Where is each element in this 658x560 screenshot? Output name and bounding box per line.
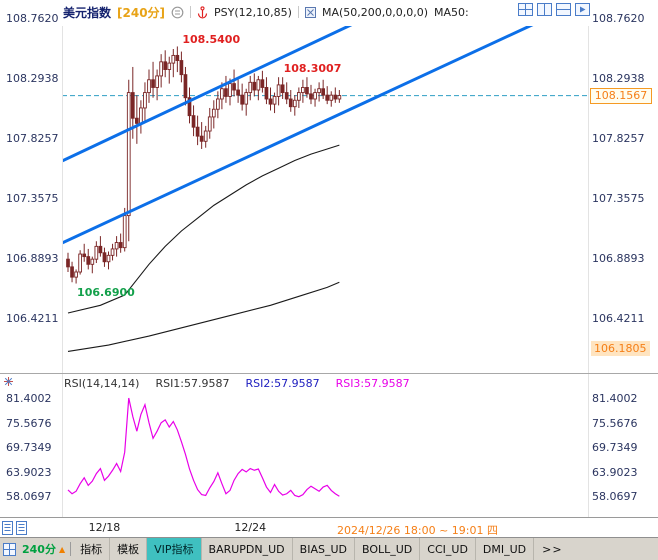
next-layout-icon[interactable] xyxy=(575,3,590,16)
rsi-axis-label: 81.4002 xyxy=(592,392,638,405)
panel-divider xyxy=(0,373,658,374)
grid-menu-icon[interactable] xyxy=(3,542,16,556)
rsi2-value: RSI2:57.9587 xyxy=(245,377,320,390)
symbol-name: 美元指数 xyxy=(63,5,112,20)
price-axis-label: 106.4211 xyxy=(6,311,59,325)
rsi-axis-label: 69.7349 xyxy=(592,441,638,454)
rsi-axis-label: 81.4002 xyxy=(6,392,52,405)
indicator-tabs: 指标 模板 VIP指标 BARUPDN_UD BIAS_UD BOLL_UD CCI_UD D… xyxy=(73,538,535,560)
period-selector[interactable]: 240分 xyxy=(22,543,56,556)
price-annotation: 108.3007 xyxy=(283,62,342,76)
doc-list-icon[interactable] xyxy=(2,521,13,538)
bottom-tab-bar: 240分 ▲ 指标 模板 VIP指标 BARUPDN_UD BIAS_UD BOLL_UD… xyxy=(0,537,658,560)
chart-header: 美元指数 [240分] PSY(12,10,85) MA(50,200,0,0,… xyxy=(63,2,469,22)
bottom-tab[interactable]: DMI_UD xyxy=(476,538,535,560)
price-axis-label: 108.2938 xyxy=(592,72,645,85)
rsi-axis-label: 58.0697 xyxy=(6,490,52,503)
price-axis-label: 107.3575 xyxy=(6,191,59,205)
rsi-axis-label: 75.5676 xyxy=(592,416,638,430)
bottom-tab[interactable]: CCI_UD xyxy=(420,538,476,560)
price-axis-label: 107.8257 xyxy=(6,131,59,145)
rsi-axis-label: 75.5676 xyxy=(6,416,52,430)
period-label: [240分] xyxy=(117,5,166,20)
indicator-panel-icon[interactable] xyxy=(3,376,14,390)
time-axis-tools xyxy=(2,521,27,538)
ma-indicator-label[interactable]: MA(50,200,0,0,0,0) xyxy=(321,5,429,19)
anchor-icon xyxy=(197,5,208,19)
price-axis-label: 106.8893 xyxy=(592,251,645,265)
price-axis-label: 108.2938 xyxy=(6,72,59,85)
bottom-tab[interactable]: 指标 xyxy=(73,538,111,560)
price-axis-label: 106.8893 xyxy=(6,251,59,265)
separator xyxy=(297,6,299,18)
rsi-axis-label: 63.9023 xyxy=(6,465,52,479)
rsi-axis-label: 63.9023 xyxy=(592,465,638,479)
price-axis-label: 107.8257 xyxy=(592,131,645,145)
price-annotation: 108.5400 xyxy=(182,32,241,46)
price-axis-label: 108.7620 xyxy=(6,12,59,25)
bottom-tab[interactable]: BARUPDN_UD xyxy=(202,538,293,560)
rsi-axis-label: 58.0697 xyxy=(592,490,638,503)
bottom-tab[interactable]: BOLL_UD xyxy=(355,538,421,560)
price-axis-label: 107.3575 xyxy=(592,191,645,205)
rsi-axis-label: 69.7349 xyxy=(6,441,52,454)
bottom-tab[interactable]: VIP指标 xyxy=(147,538,202,560)
symbol-settings-icon[interactable] xyxy=(171,6,184,19)
price-axis-label: 106.4211 xyxy=(592,311,645,325)
separator xyxy=(190,6,192,18)
rsi-title[interactable]: RSI(14,14,14) xyxy=(64,377,140,390)
time-tick: 12/24 xyxy=(234,521,267,534)
separator xyxy=(70,542,72,556)
price-annotation: 106.6900 xyxy=(77,286,135,300)
layout-rows-icon[interactable] xyxy=(556,3,571,16)
plot-right-border xyxy=(588,26,589,517)
time-tick: 12/18 xyxy=(88,521,121,534)
ma-checkbox-icon[interactable] xyxy=(304,6,316,18)
rsi1-value: RSI1:57.9587 xyxy=(155,377,230,390)
last-price-tag: 108.1567 xyxy=(590,87,652,104)
bottom-tab[interactable]: 模板 xyxy=(110,538,148,560)
plot-left-border xyxy=(62,26,63,517)
ma50-value-label: MA50: xyxy=(434,5,469,19)
doc-list-icon[interactable] xyxy=(16,521,27,538)
time-axis: 2024/12/26 18:00 ~ 19:01 四 xyxy=(0,517,658,537)
current-time-range: 2024/12/26 18:00 ~ 19:01 四 xyxy=(337,524,499,537)
bottom-tab[interactable]: BIAS_UD xyxy=(293,538,355,560)
price-axis-label: 108.7620 xyxy=(592,12,645,25)
more-tabs-button[interactable]: >> xyxy=(542,542,563,556)
period-dropdown-icon[interactable]: ▲ xyxy=(58,544,66,554)
rsi-header: RSI(14,14,14) RSI1:57.9587 RSI2:57.9587 … xyxy=(64,377,410,390)
psy-indicator-label[interactable]: PSY(12,10,85) xyxy=(214,5,292,19)
layout-toolbar xyxy=(518,3,590,16)
rsi3-value: RSI3:57.9587 xyxy=(335,377,410,390)
layout-columns-icon[interactable] xyxy=(537,3,552,16)
ma-value-tag: 106.1805 xyxy=(591,340,650,356)
layout-grid-icon[interactable] xyxy=(518,3,533,16)
